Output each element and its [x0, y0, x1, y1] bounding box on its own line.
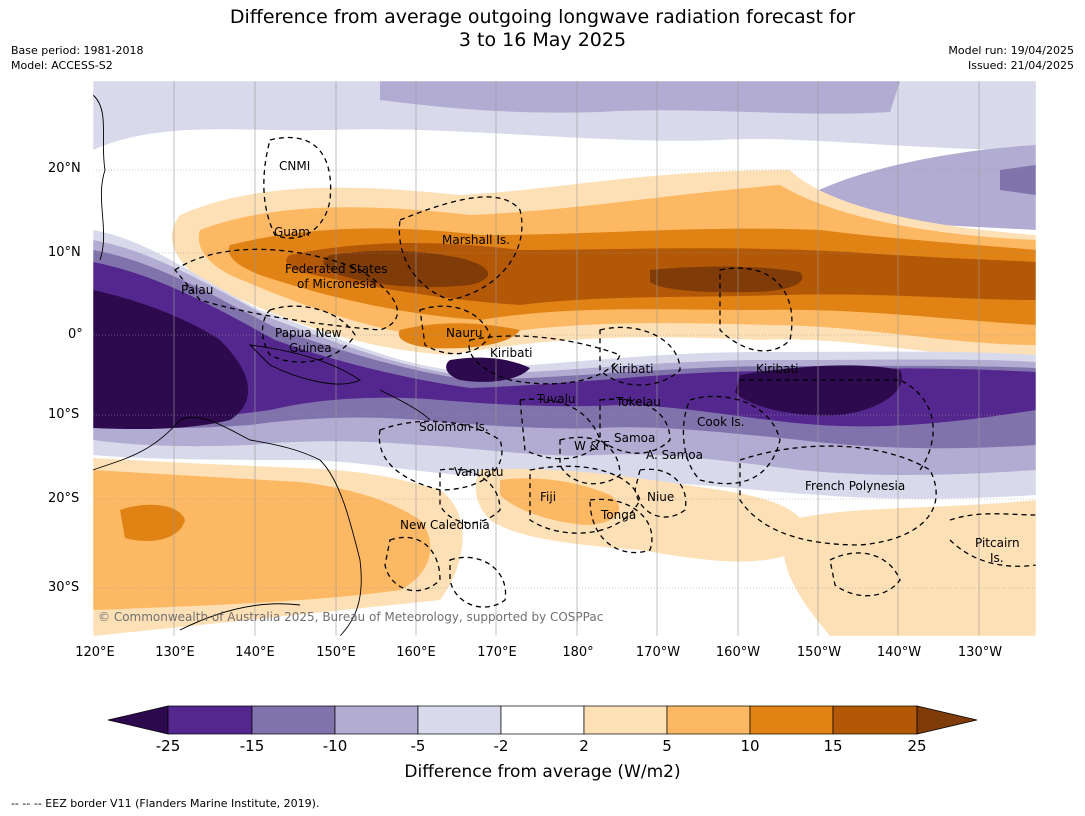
lon-label: 120°E	[75, 645, 115, 660]
field-orange-deepest-2	[650, 266, 803, 293]
field-south-deepest-3	[446, 357, 530, 382]
lon-label: 170°W	[635, 645, 681, 660]
colorbar-tick: 5	[662, 737, 672, 755]
field-north-east-dark	[1000, 165, 1036, 195]
colorbar-swatch	[583, 705, 668, 735]
colorbar-tick: 25	[907, 737, 927, 755]
field-south-deepest-1	[93, 290, 249, 430]
colorbar-swatch	[832, 705, 918, 735]
lon-label: 180°	[562, 645, 594, 660]
region-label: Kiribati	[611, 362, 653, 376]
region-label: Kiribati	[756, 362, 798, 376]
anomaly-field	[93, 81, 1036, 636]
colorbar-swatch	[666, 705, 751, 735]
field-north-mid-purple	[380, 81, 900, 114]
eez-borders	[174, 136, 1036, 608]
lon-label: 140°W	[876, 645, 922, 660]
field-orange-deepest-1	[323, 250, 489, 287]
region-label: Guam	[274, 225, 310, 239]
lon-label: 150°E	[316, 645, 356, 660]
region-label: Kiribati	[490, 346, 532, 360]
base-period: Base period: 1981-2018	[11, 44, 144, 57]
lat-label: 20°N	[48, 161, 81, 176]
title-line-1: Difference from average outgoing longwav…	[229, 6, 856, 28]
colorbar-swatch	[167, 705, 253, 735]
colorbar-tick: 15	[823, 737, 843, 755]
colorbar-tick: -2	[493, 737, 509, 755]
region-label: of Micronesia	[297, 277, 377, 291]
lon-label: 170°E	[477, 645, 517, 660]
colorbar-swatch	[500, 705, 585, 735]
footer-note: -- -- -- EEZ border V11 (Flanders Marine…	[11, 797, 320, 810]
lon-label: 160°W	[715, 645, 761, 660]
colorbar-tick: -10	[322, 737, 348, 755]
region-label: Samoa	[614, 431, 655, 445]
field-sw-strong-orange	[120, 504, 185, 541]
region-label: Tuvalu	[536, 392, 576, 406]
lon-label: 140°E	[235, 645, 275, 660]
colorbar-swatch	[251, 705, 336, 735]
field-sw-mid-orange	[93, 470, 431, 610]
model-name: Model: ACCESS-S2	[11, 59, 113, 72]
lat-label: 10°N	[48, 245, 81, 260]
lat-label: 0°	[68, 327, 83, 342]
region-label: CNMI	[279, 159, 310, 173]
lon-label: 130°E	[155, 645, 195, 660]
region-label: Solomon Is.	[419, 420, 489, 434]
colorbar-min-arrow	[107, 705, 169, 735]
region-label: Tokelau	[615, 395, 661, 409]
region-label: Guinea	[289, 341, 332, 355]
region-label: Papua New	[275, 326, 342, 340]
grid-lines	[93, 81, 1036, 636]
region-label: Nauru	[446, 326, 482, 340]
region-label: Tonga	[600, 508, 636, 522]
field-nauru-orange	[398, 323, 520, 349]
region-label: Cook Is.	[697, 415, 744, 429]
lat-label: 10°S	[48, 407, 80, 422]
colorbar-swatch	[749, 705, 834, 735]
region-labels: CNMI Guam Marshall Is. Federated States …	[181, 159, 1020, 565]
colorbar	[107, 705, 978, 735]
colorbar-tick: 2	[579, 737, 589, 755]
model-run: Model run: 19/04/2025	[948, 44, 1074, 57]
region-label: W & F	[574, 439, 610, 453]
colorbar-swatch	[334, 705, 419, 735]
lon-label: 160°E	[396, 645, 436, 660]
meta-right: Model run: 19/04/2025 Issued: 21/04/2025	[948, 43, 1074, 73]
region-label: New Caledonia	[400, 518, 490, 532]
lat-label: 30°S	[48, 580, 80, 595]
region-label: Niue	[647, 490, 674, 504]
colorbar-tick: -15	[239, 737, 265, 755]
lon-label: 130°W	[957, 645, 1003, 660]
copyright-notice: © Commonwealth of Australia 2025, Bureau…	[98, 610, 604, 624]
region-label: Marshall Is.	[442, 233, 510, 247]
field-se-light-orange	[783, 500, 1036, 636]
lon-label: 150°W	[796, 645, 842, 660]
colorbar-label: Difference from average (W/m2)	[404, 762, 681, 782]
region-label: Fiji	[540, 490, 556, 504]
colorbar-tick: -25	[155, 737, 181, 755]
region-label: Federated States	[285, 262, 387, 276]
coastlines	[93, 94, 431, 636]
colorbar-tick: -5	[410, 737, 426, 755]
region-label: Pitcairn	[975, 536, 1020, 550]
region-label: Is.	[990, 551, 1004, 565]
map-title: Difference from average outgoing longwav…	[0, 6, 1085, 52]
meta-left: Base period: 1981-2018 Model: ACCESS-S2	[11, 43, 143, 73]
region-label: Vanuatu	[454, 465, 504, 479]
region-label: A. Samoa	[646, 448, 703, 462]
field-fiji-orange	[500, 478, 620, 525]
issued-date: Issued: 21/04/2025	[967, 59, 1074, 72]
colorbar-max-arrow	[916, 705, 978, 735]
region-label: Palau	[181, 283, 213, 297]
lat-label: 20°S	[48, 491, 80, 506]
field-south-deepest-2	[735, 365, 902, 416]
region-label: French Polynesia	[805, 479, 905, 493]
colorbar-tick: 10	[740, 737, 760, 755]
colorbar-swatch	[417, 705, 502, 735]
title-line-2: 3 to 16 May 2025	[458, 29, 627, 51]
